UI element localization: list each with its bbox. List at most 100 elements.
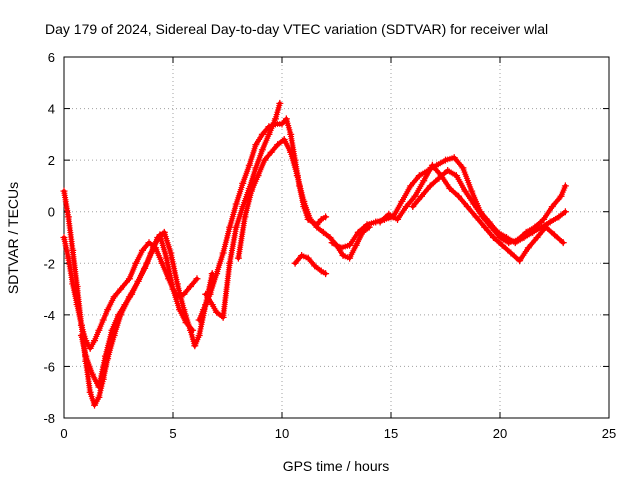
data-point bbox=[200, 306, 208, 314]
data-point bbox=[145, 239, 153, 247]
data-point bbox=[195, 316, 203, 324]
data-point bbox=[531, 223, 539, 231]
data-point bbox=[258, 130, 266, 138]
data-point bbox=[415, 172, 423, 180]
data-point bbox=[86, 344, 94, 352]
data-point bbox=[461, 187, 469, 195]
data-point bbox=[226, 259, 234, 267]
data-point bbox=[555, 213, 563, 221]
data-point bbox=[232, 223, 240, 231]
series-pass-3 bbox=[77, 228, 216, 391]
series-pass-7 bbox=[291, 252, 330, 278]
data-point bbox=[322, 213, 330, 221]
data-point bbox=[267, 148, 275, 156]
data-point bbox=[444, 166, 452, 174]
y-tick-label: -6 bbox=[43, 359, 55, 374]
data-point bbox=[446, 185, 454, 193]
data-point bbox=[282, 115, 290, 123]
data-point bbox=[322, 270, 330, 278]
data-point bbox=[167, 249, 175, 257]
data-point bbox=[409, 203, 417, 211]
data-point bbox=[265, 123, 273, 131]
data-point bbox=[245, 161, 253, 169]
y-tick-label: 4 bbox=[48, 102, 55, 117]
plus-markers bbox=[292, 252, 329, 277]
y-axis-label: SDTVAR / TECUs bbox=[5, 182, 21, 294]
data-point bbox=[82, 352, 90, 360]
data-point bbox=[428, 161, 436, 169]
data-point bbox=[304, 254, 312, 262]
plus-markers bbox=[202, 100, 283, 321]
data-point bbox=[213, 270, 221, 278]
x-tick-label: 25 bbox=[602, 426, 616, 441]
data-point bbox=[134, 277, 142, 285]
data-point bbox=[487, 223, 495, 231]
data-point bbox=[352, 241, 360, 249]
data-point bbox=[121, 301, 129, 309]
data-point bbox=[505, 239, 513, 247]
data-point bbox=[407, 182, 415, 190]
data-point bbox=[208, 301, 216, 309]
chart-title: Day 179 of 2024, Sidereal Day-to-day VTE… bbox=[45, 21, 548, 37]
series-pass-9 bbox=[376, 161, 567, 265]
data-point bbox=[278, 120, 286, 128]
data-point bbox=[86, 388, 94, 396]
data-point bbox=[99, 316, 107, 324]
data-point bbox=[326, 234, 334, 241]
data-point bbox=[180, 306, 188, 314]
data-point bbox=[522, 228, 530, 236]
data-point bbox=[64, 254, 72, 262]
data-point bbox=[193, 275, 201, 283]
data-point bbox=[104, 306, 112, 314]
x-tick-label: 0 bbox=[60, 426, 67, 441]
series-pass-10 bbox=[409, 166, 569, 247]
data-point bbox=[261, 156, 269, 164]
data-point bbox=[559, 239, 567, 247]
data-point bbox=[226, 223, 234, 231]
data-point bbox=[442, 156, 449, 164]
data-point bbox=[426, 182, 434, 190]
data-point bbox=[300, 197, 308, 205]
data-point bbox=[385, 210, 393, 218]
x-tick-label: 10 bbox=[275, 426, 289, 441]
data-point bbox=[291, 259, 299, 267]
data-point bbox=[354, 228, 362, 236]
data-point bbox=[160, 228, 168, 236]
data-point bbox=[472, 213, 480, 221]
data-point bbox=[328, 239, 336, 247]
data-point bbox=[363, 221, 371, 229]
series-trace bbox=[79, 230, 215, 390]
data-point bbox=[287, 148, 295, 156]
data-point bbox=[306, 215, 314, 223]
y-tick-label: 0 bbox=[48, 205, 55, 220]
data-point bbox=[77, 331, 85, 339]
data-point bbox=[252, 141, 260, 149]
data-point bbox=[91, 401, 99, 409]
data-point bbox=[77, 321, 85, 329]
data-point bbox=[481, 223, 489, 231]
x-axis-label: GPS time / hours bbox=[283, 458, 390, 474]
data-point bbox=[88, 370, 96, 378]
grid bbox=[64, 57, 609, 418]
data-point bbox=[557, 192, 565, 200]
data-point bbox=[561, 182, 569, 190]
data-point bbox=[516, 257, 524, 265]
data-point bbox=[60, 234, 68, 241]
data-point bbox=[128, 290, 136, 298]
y-tick-label: -8 bbox=[43, 411, 55, 426]
data-point bbox=[73, 282, 81, 290]
data-point bbox=[169, 285, 177, 293]
data-point bbox=[91, 337, 99, 345]
data-point bbox=[376, 218, 384, 226]
data-point bbox=[463, 203, 471, 211]
data-point bbox=[450, 154, 458, 162]
data-point bbox=[280, 136, 288, 144]
data-point bbox=[115, 311, 122, 319]
data-point bbox=[498, 241, 506, 249]
data-point bbox=[452, 172, 460, 180]
plus-markers bbox=[78, 229, 216, 391]
x-tick-label: 15 bbox=[384, 426, 398, 441]
data-point bbox=[101, 352, 109, 360]
data-point bbox=[394, 215, 402, 223]
data-point bbox=[317, 215, 325, 223]
